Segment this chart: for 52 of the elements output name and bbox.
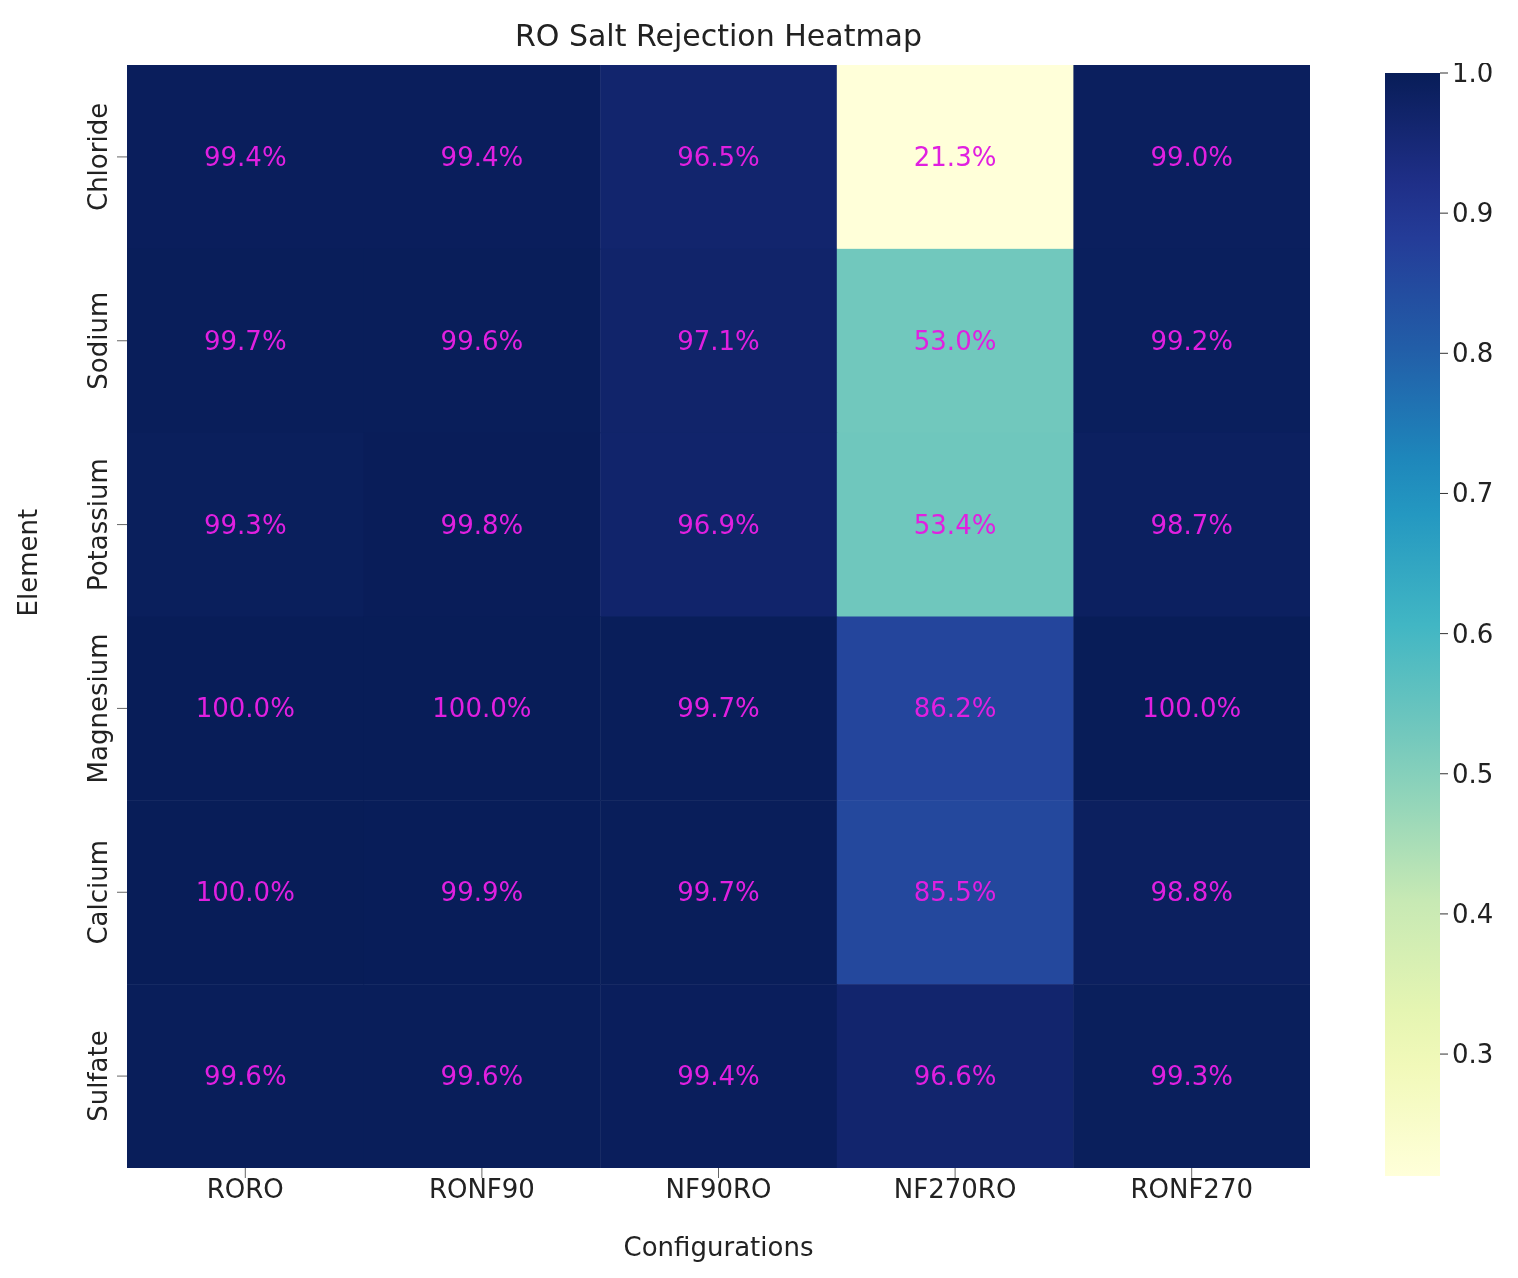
data-label: 99.4%: [204, 141, 287, 172]
color-bar-label: 0.4: [1452, 898, 1494, 929]
chart-title: RO Salt Rejection Heatmap: [513, 18, 924, 53]
data-label: 96.5%: [677, 141, 760, 172]
x-tick-label: NF270RO: [893, 1174, 1017, 1205]
data-label: 98.8%: [1150, 877, 1233, 908]
x-tick-label: NF90RO: [665, 1174, 772, 1205]
data-label: 100.0%: [195, 877, 295, 908]
data-label: 99.3%: [204, 509, 287, 540]
data-label: 98.7%: [1150, 509, 1233, 540]
y-tick-label: Chloride: [83, 102, 113, 212]
data-label: 100.0%: [1142, 693, 1242, 724]
y-tick-label: Sodium: [83, 291, 113, 390]
data-label: 99.7%: [677, 693, 760, 724]
color-bar-label: 0.6: [1452, 618, 1494, 649]
data-label: 99.6%: [204, 1061, 287, 1092]
x-tick-label: RORO: [206, 1174, 284, 1205]
data-label: 100.0%: [432, 693, 532, 724]
data-label: 96.9%: [677, 509, 760, 540]
data-label: 99.7%: [204, 325, 287, 356]
data-label: 99.6%: [440, 325, 524, 356]
data-label: 21.3%: [913, 141, 997, 172]
y-axis-title: Element: [13, 508, 44, 617]
data-label: 97.1%: [677, 325, 760, 356]
color-bar-label: 0.9: [1452, 198, 1494, 229]
y-tick-label: Potassium: [83, 458, 113, 592]
color-bar-label: 0.5: [1452, 758, 1494, 789]
data-label: 99.2%: [1150, 325, 1233, 356]
data-label: 99.4%: [677, 1061, 760, 1092]
data-label: 99.6%: [440, 1061, 524, 1092]
data-label: 99.0%: [1150, 141, 1233, 172]
y-tick-label: Sulfate: [83, 1030, 113, 1122]
data-label: 99.8%: [440, 509, 524, 540]
color-bar-label: 1.0: [1452, 58, 1494, 88]
y-tick-label: Magnesium: [83, 633, 113, 784]
data-label: 86.2%: [913, 693, 997, 724]
x-tick-label: RONF270: [1130, 1174, 1253, 1205]
data-label: 99.9%: [440, 877, 524, 908]
data-label: 99.7%: [677, 877, 760, 908]
data-label: 99.4%: [440, 141, 524, 172]
y-tick-label: Calcium: [83, 839, 113, 945]
color-bar-label: 0.8: [1452, 338, 1494, 369]
color-bar-label: 0.7: [1452, 478, 1494, 509]
data-label: 99.3%: [1150, 1061, 1233, 1092]
color-bar-label: 0.3: [1452, 1039, 1494, 1070]
data-label: 53.4%: [913, 509, 997, 540]
data-label: 96.6%: [913, 1061, 997, 1092]
data-label: 53.0%: [913, 325, 997, 356]
x-axis-title: Configurations: [623, 1232, 814, 1262]
data-label: 100.0%: [195, 693, 295, 724]
data-label: 85.5%: [913, 877, 997, 908]
x-tick-label: RONF90: [428, 1174, 535, 1205]
